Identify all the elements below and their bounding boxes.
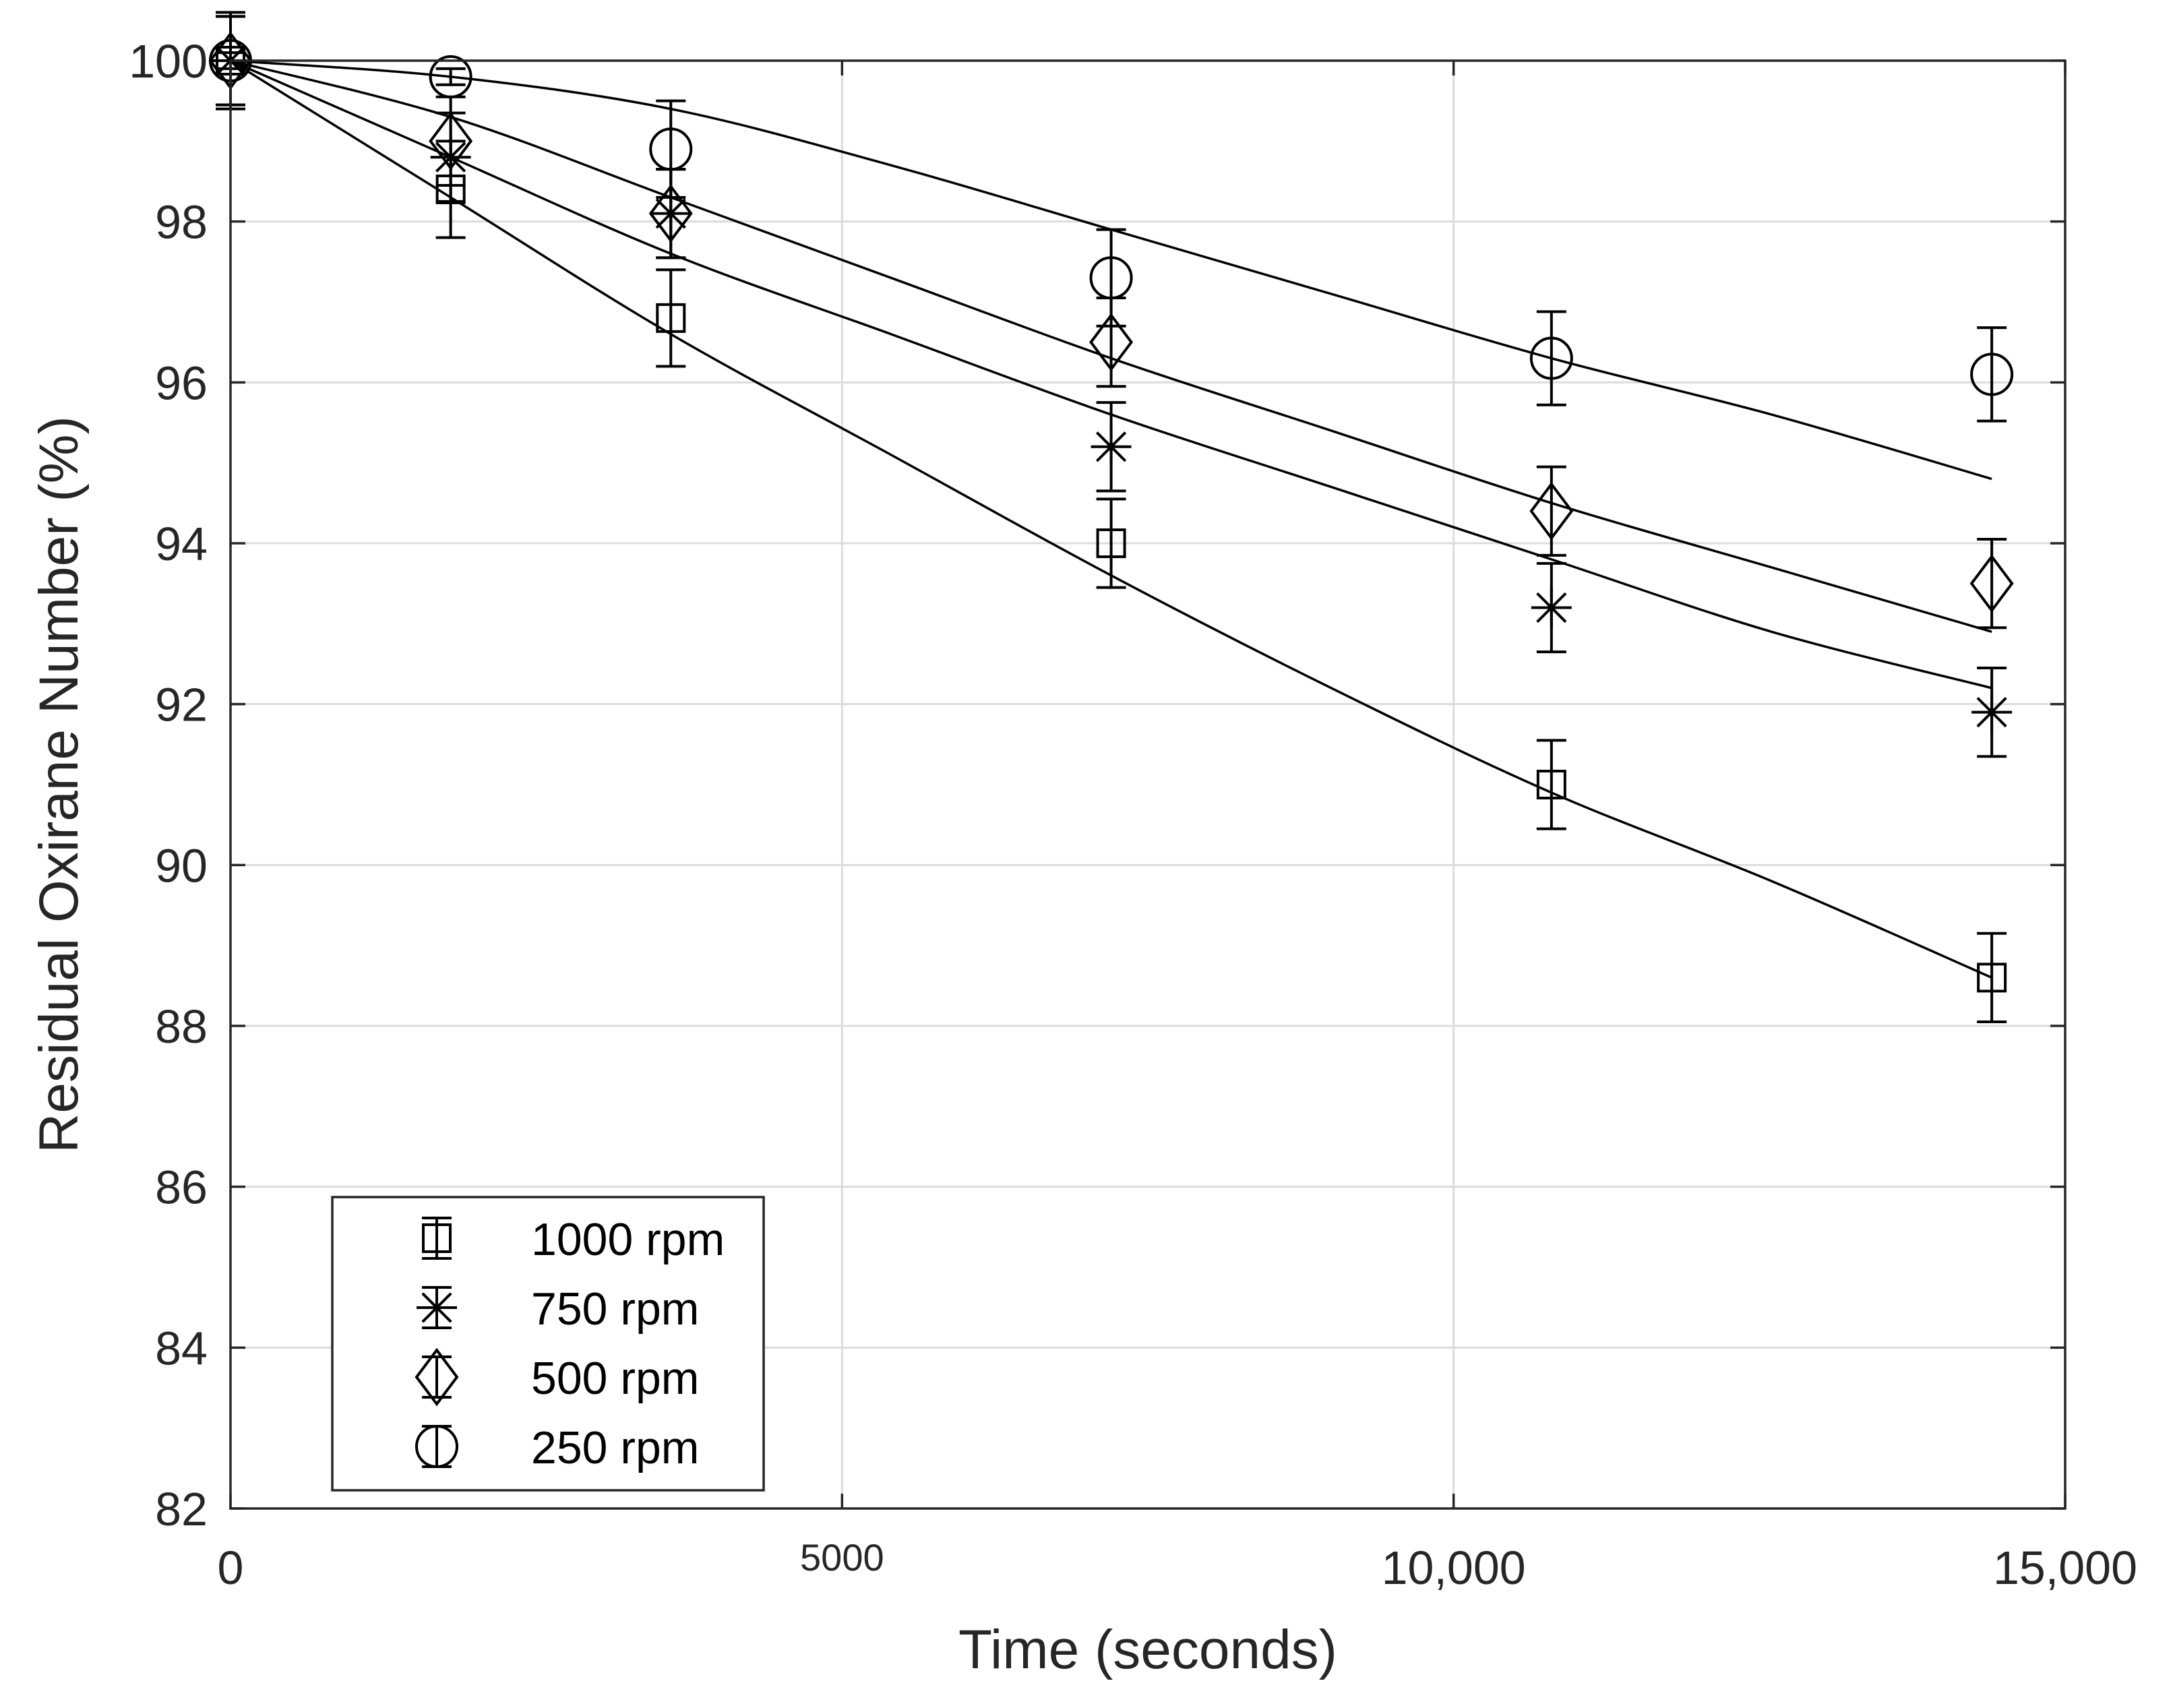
x-tick-label: 10,000 [1382,1542,1526,1594]
legend-marker-750-rpm [417,1287,457,1328]
data-point-1000-rpm [1096,528,1126,558]
legend-marker-500-rpm [415,1347,459,1407]
y-tick-label: 82 [155,1483,208,1535]
y-tick-label: 96 [155,357,208,409]
error-bar-500-rpm [1536,465,1566,557]
data-point-250-rpm [649,127,693,171]
y-tick-label: 88 [155,1000,208,1053]
data-point-1000-rpm [1977,963,2007,993]
axis-ticks [229,59,2067,1510]
error-bar-250-rpm [435,67,466,86]
tick-labels: 0 5000 10,000 15,000 82 84 86 88 90 92 94 96 98 100 [129,35,2137,1594]
x-tick-label: 15,000 [1993,1542,2137,1594]
legend-marker-1000-rpm [422,1223,452,1253]
data-point-250-rpm [429,55,472,98]
legend-label-750-rpm: 750 rpm [531,1283,699,1335]
data-point-500-rpm [429,111,473,171]
legend-label-500-rpm: 500 rpm [531,1353,699,1404]
y-tick-label: 92 [155,679,208,731]
error-bar-1000-rpm [656,268,686,368]
error-bar-1000-rpm [1536,739,1566,830]
data-point-250-rpm [1089,256,1133,300]
error-bar-500-rpm [1977,538,2007,630]
y-tick-label: 100 [129,35,208,88]
y-tick-label: 90 [155,839,208,892]
plot-frame [229,59,2067,1510]
error-bar-250-rpm [656,99,686,199]
error-bar-250-rpm [1977,326,2007,423]
error-bar-1000-rpm [1977,932,2007,1024]
data-point-500-rpm [648,184,693,243]
error-bar-1000-rpm [1096,497,1126,589]
data-point-500-rpm [1529,481,1574,541]
legend-box [331,1196,765,1492]
error-bar-250-rpm [1536,310,1566,406]
data-point-500-rpm [1089,313,1134,372]
error-bar-250-rpm [1096,228,1126,328]
legend-label-250-rpm: 250 rpm [531,1422,699,1473]
data-points [208,11,2014,1024]
y-axis-label: Residual Oxirane Number (%) [28,416,90,1153]
legend: 1000 rpm 750 rpm 500 rpm 250 rpm [331,1196,765,1492]
data-point-750-rpm [1531,587,1572,628]
legend-label-1000-rpm: 1000 rpm [531,1214,725,1265]
data-point-750-rpm [1091,426,1132,467]
y-tick-label: 94 [155,518,208,570]
x-axis-label: Time (seconds) [958,1619,1337,1680]
y-tick-label: 98 [155,196,208,249]
legend-errorbar-500-rpm [422,1355,452,1399]
x-tick-label: 5000 [800,1536,884,1579]
data-point-750-rpm [1971,692,2013,733]
data-point-1000-rpm [656,303,686,333]
data-point-250-rpm [1529,336,1573,380]
y-tick-label: 84 [155,1322,208,1374]
y-tick-label: 86 [155,1161,208,1214]
data-point-250-rpm [1970,353,2014,396]
data-point-500-rpm [1969,554,2014,613]
data-point-1000-rpm [1536,770,1566,799]
x-tick-label: 0 [218,1542,244,1594]
legend-marker-250-rpm [415,1425,458,1468]
